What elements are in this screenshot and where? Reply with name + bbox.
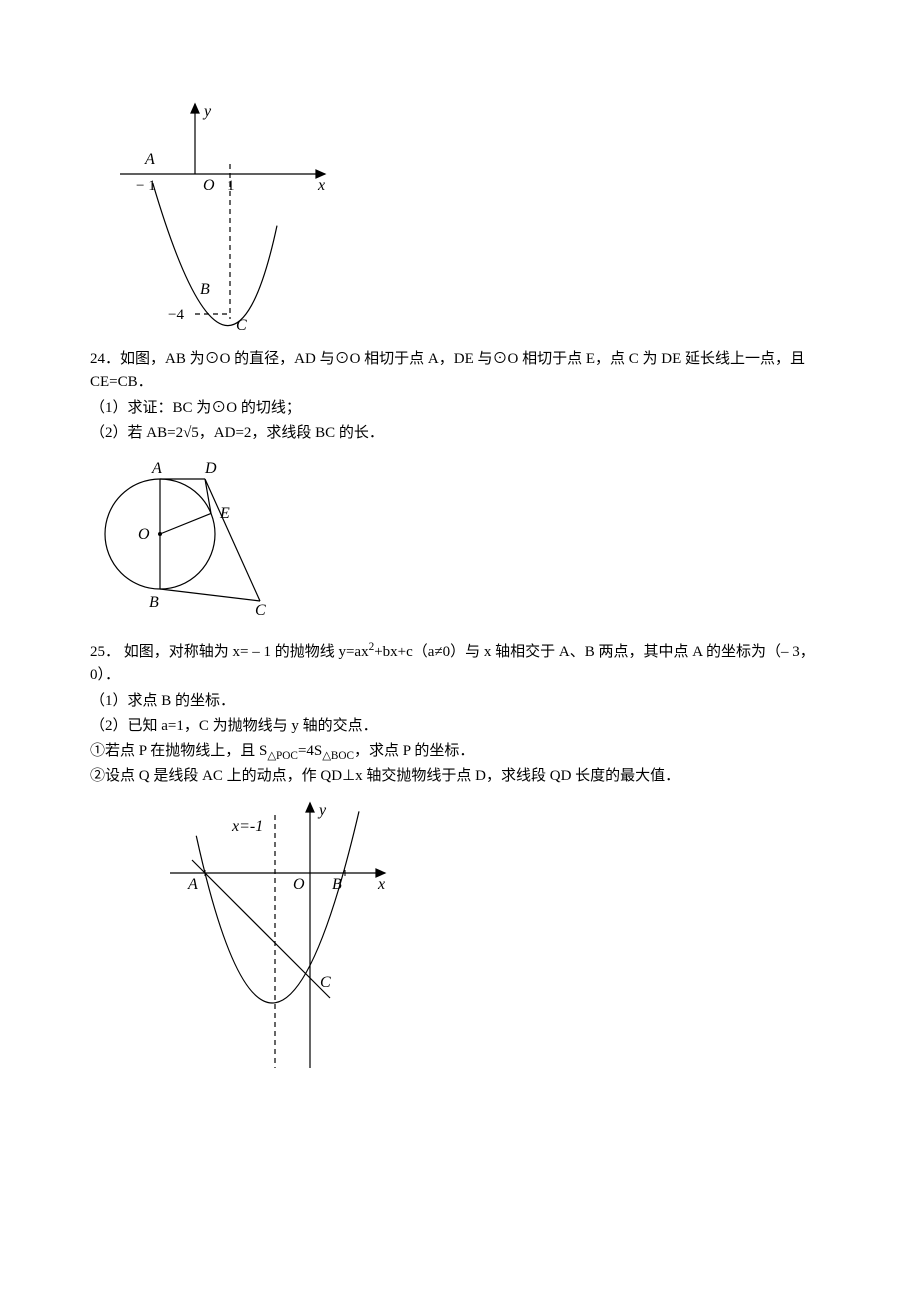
tick-label-neg4: −4 [168, 307, 184, 323]
axis-label-x: x [317, 177, 325, 194]
figure-3: y x A O B C x=-1 [150, 793, 830, 1083]
q25-line5: ②设点 Q 是线段 AC 上的动点，作 QD⊥x 轴交抛物线于点 D，求线段 Q… [90, 765, 830, 788]
circle-tangent-diagram: A D E O B C [90, 449, 290, 619]
q25-line1: 25． 如图，对称轴为 x= – 1 的抛物线 y=ax2+bx+c（a≠0）与… [90, 641, 830, 688]
pt-E: E [219, 505, 230, 522]
pt-C: C [255, 602, 266, 619]
pt-A3: A [187, 876, 198, 893]
axis-sym-label: x=-1 [231, 818, 263, 835]
q24-line1: 24．如图，AB 为⊙O 的直径，AD 与⊙O 相切于点 A，DE 与⊙O 相切… [90, 348, 830, 395]
pt-B3: B [332, 876, 342, 893]
pt-O: O [138, 526, 150, 543]
origin-O3: O [293, 876, 305, 893]
tick-label-1: 1 [227, 178, 235, 194]
formula-ab: AB=2√5 [146, 425, 199, 441]
point-label-a: A [144, 151, 155, 168]
parabola-chart-2: y x A O B C x=-1 [150, 793, 400, 1083]
pt-D: D [204, 460, 217, 477]
origin-label: O [203, 177, 215, 194]
q24-line2: （1）求证：BC 为⊙O 的切线； [90, 397, 830, 420]
q24-line3: （2）若 AB=2√5，AD=2，求线段 BC 的长． [90, 422, 830, 445]
figure-1: y x A O B C − 1 1 −4 [90, 94, 830, 334]
figure-2: A D E O B C [90, 449, 830, 619]
axis-label-y: y [202, 103, 212, 120]
q25-line2: （1）求点 B 的坐标． [90, 690, 830, 713]
point-label-c: C [236, 317, 247, 334]
pt-B: B [149, 594, 159, 611]
tick-label-neg1: − 1 [136, 178, 156, 194]
axis-y-label: y [317, 802, 327, 819]
point-label-b: B [200, 281, 210, 298]
parabola-chart-1: y x A O B C − 1 1 −4 [90, 94, 350, 334]
q25-line4: ①若点 P 在抛物线上，且 S△POC=4S△BOC，求点 P 的坐标． [90, 740, 830, 763]
pt-C3: C [320, 974, 331, 991]
axis-x-label: x [377, 876, 385, 893]
pt-A: A [151, 460, 162, 477]
q25-line3: （2）已知 a=1，C 为抛物线与 y 轴的交点． [90, 715, 830, 738]
